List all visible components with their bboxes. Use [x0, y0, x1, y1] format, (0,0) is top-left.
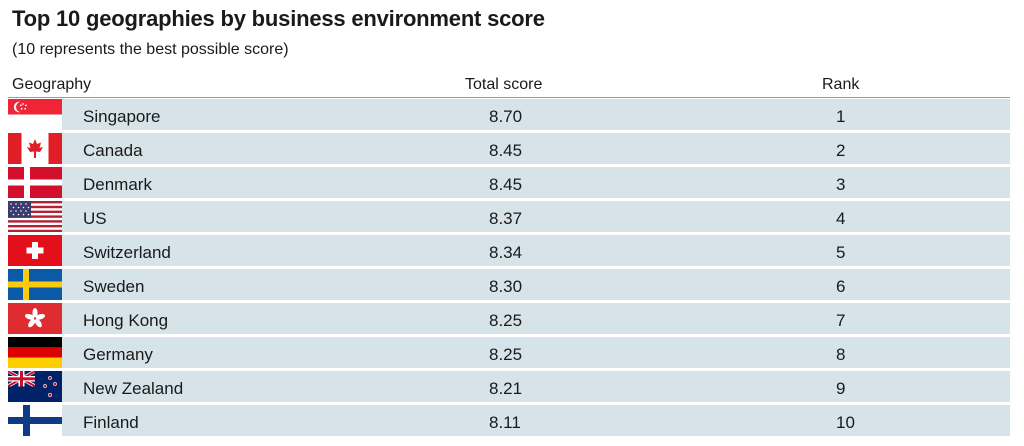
column-header-total-score: Total score: [465, 76, 543, 93]
table-row: Singapore 8.70 1: [8, 99, 1010, 130]
geography-cell: Hong Kong: [83, 311, 169, 330]
table-row: New Zealand 8.21 9: [8, 371, 1010, 402]
column-header-rank: Rank: [822, 76, 860, 93]
rank-cell: 6: [836, 277, 846, 296]
switzerland-flag-icon: [8, 235, 62, 266]
table-row: Hong Kong 8.25 7: [8, 303, 1010, 334]
total-score-cell: 8.21: [489, 379, 523, 398]
table-row: US 8.37 4: [8, 201, 1010, 232]
total-score-cell: 8.25: [489, 345, 523, 364]
rank-cell: 1: [836, 107, 846, 126]
geography-cell: Singapore: [83, 107, 161, 126]
sweden-flag-icon: [8, 269, 62, 300]
chart-subtitle: (10 represents the best possible score): [12, 41, 289, 58]
table-body: Singapore 8.70 1 Canada 8.45 2 Denmark 8.45 3 US 8…: [8, 99, 1010, 439]
total-score-cell: 8.45: [489, 141, 523, 160]
header-rule: [8, 97, 1010, 98]
geography-cell: Germany: [83, 345, 153, 364]
geography-cell: Finland: [83, 413, 139, 432]
geography-cell: Canada: [83, 141, 143, 160]
canada-flag-icon: [8, 133, 62, 164]
finland-flag-icon: [8, 405, 62, 436]
hong-kong-flag-icon: [8, 303, 62, 334]
geography-cell: Denmark: [83, 175, 152, 194]
table-row: Finland 8.11 10: [8, 405, 1010, 436]
rank-cell: 8: [836, 345, 846, 364]
rank-cell: 7: [836, 311, 846, 330]
rank-cell: 5: [836, 243, 846, 262]
total-score-cell: 8.37: [489, 209, 523, 228]
total-score-cell: 8.25: [489, 311, 523, 330]
chart-title: Top 10 geographies by business environme…: [12, 6, 545, 31]
new-zealand-flag-icon: [8, 371, 62, 402]
geography-cell: US: [83, 209, 107, 228]
rank-cell: 3: [836, 175, 846, 194]
rank-cell: 10: [836, 413, 855, 432]
table-row: Sweden 8.30 6: [8, 269, 1010, 300]
table-row: Germany 8.25 8: [8, 337, 1010, 368]
table-row: Denmark 8.45 3: [8, 167, 1010, 198]
rank-cell: 2: [836, 141, 846, 160]
total-score-cell: 8.70: [489, 107, 523, 126]
rank-cell: 9: [836, 379, 846, 398]
rank-cell: 4: [836, 209, 846, 228]
geography-cell: Sweden: [83, 277, 145, 296]
total-score-cell: 8.30: [489, 277, 523, 296]
column-header-geography: Geography: [12, 76, 92, 93]
denmark-flag-icon: [8, 167, 62, 198]
table-row: Switzerland 8.34 5: [8, 235, 1010, 266]
table-row: Canada 8.45 2: [8, 133, 1010, 164]
total-score-cell: 8.11: [489, 413, 521, 432]
geography-cell: Switzerland: [83, 243, 171, 262]
total-score-cell: 8.34: [489, 243, 523, 262]
geography-cell: New Zealand: [83, 379, 184, 398]
total-score-cell: 8.45: [489, 175, 523, 194]
germany-flag-icon: [8, 337, 62, 368]
us-flag-icon: [8, 201, 62, 232]
singapore-flag-icon: [8, 99, 62, 130]
